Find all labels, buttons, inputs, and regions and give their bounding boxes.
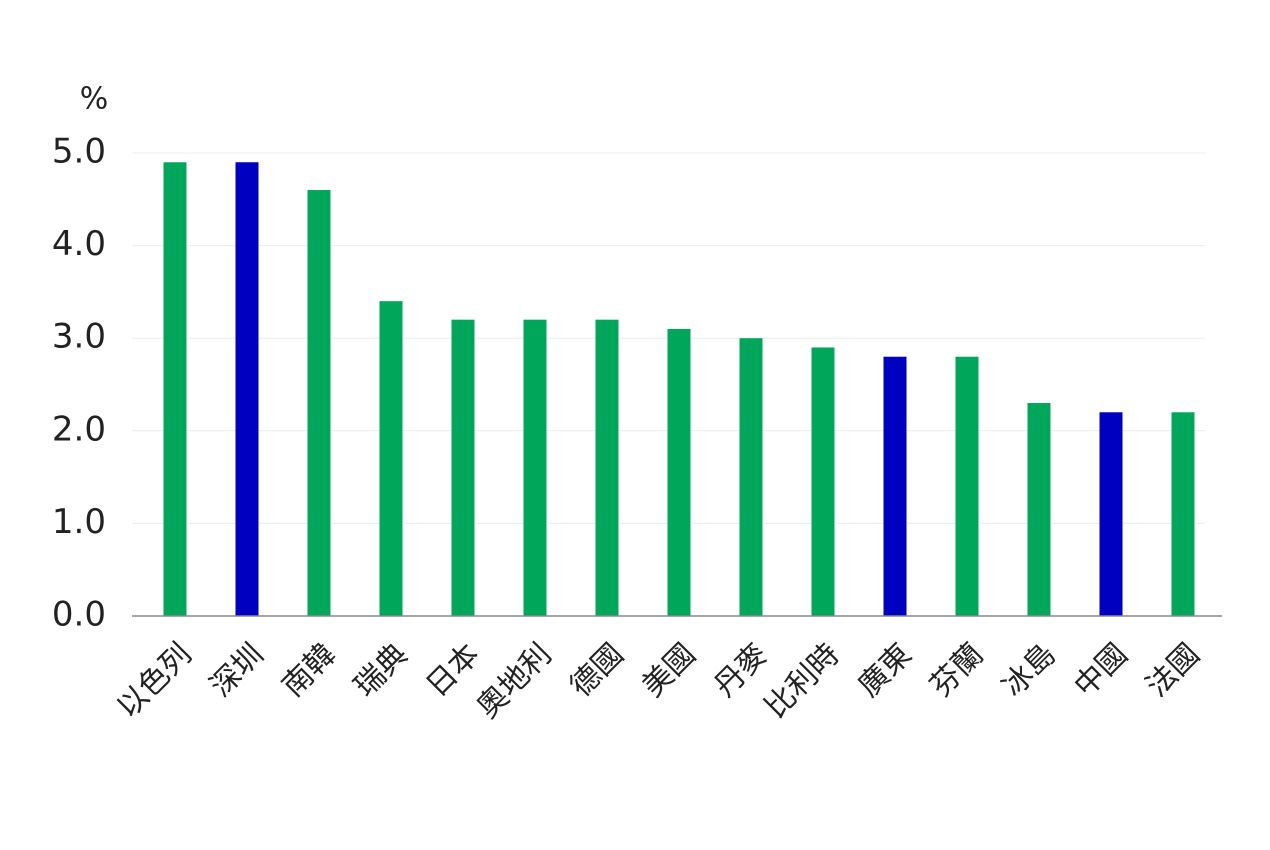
- x-tick-label: 德國: [563, 637, 630, 704]
- bar: [1171, 412, 1195, 616]
- x-tick-label: 深圳: [203, 637, 270, 704]
- bar: [955, 356, 979, 616]
- unit-label: %: [80, 82, 109, 117]
- bar: [739, 338, 763, 616]
- x-tick-label: 瑞典: [347, 637, 414, 704]
- y-tick-label: 4.0: [52, 224, 106, 264]
- bar: [667, 328, 691, 616]
- bar: [883, 356, 907, 616]
- bar: [595, 319, 619, 616]
- y-tick-label: 3.0: [52, 317, 106, 357]
- bar: [307, 190, 331, 617]
- x-tick-label: 南韓: [275, 637, 342, 704]
- bar: [1027, 403, 1051, 616]
- y-tick-label: 1.0: [52, 502, 106, 542]
- bar: [1099, 412, 1123, 616]
- x-tick-label: 廣東: [851, 637, 918, 704]
- x-tick-label: 以色列: [110, 637, 198, 725]
- x-tick-label: 奧地利: [470, 637, 558, 725]
- bar: [379, 301, 403, 616]
- x-tick-label: 比利時: [758, 637, 846, 725]
- x-tick-label: 芬蘭: [923, 637, 990, 704]
- x-tick-label: 冰島: [995, 637, 1062, 704]
- bar: [811, 347, 835, 616]
- y-tick-label: 5.0: [52, 132, 106, 172]
- bar: [235, 162, 259, 616]
- bar: [163, 162, 187, 616]
- bar: [523, 319, 547, 616]
- y-tick-label: 0.0: [52, 595, 106, 635]
- x-tick-label: 中國: [1067, 637, 1134, 704]
- x-tick-label: 美國: [635, 637, 702, 704]
- bar: [451, 319, 475, 616]
- y-tick-label: 2.0: [52, 409, 106, 449]
- x-tick-label: 法國: [1139, 637, 1206, 704]
